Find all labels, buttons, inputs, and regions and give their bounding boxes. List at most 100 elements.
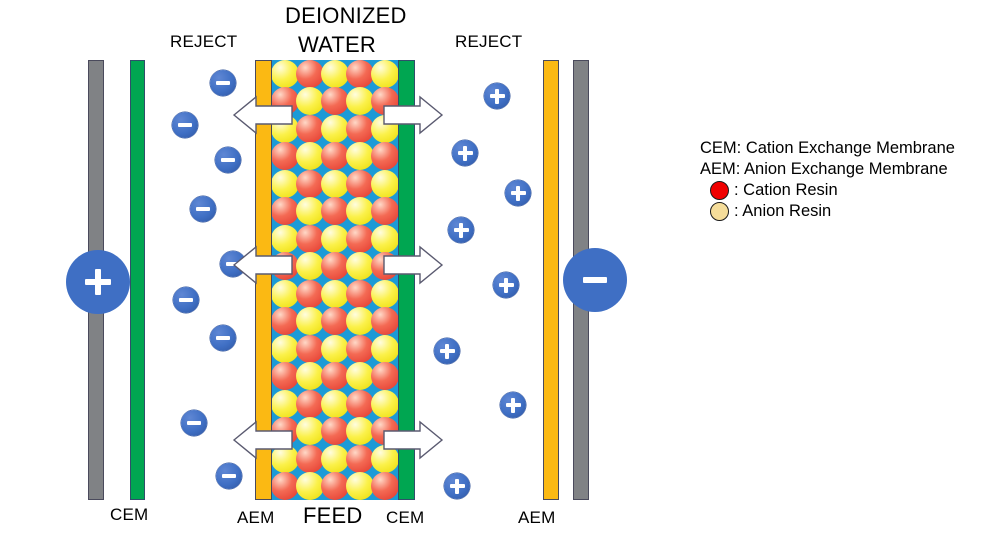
cation-resin-bead	[295, 444, 324, 473]
cation-resin-bead	[272, 307, 299, 336]
reject-out-left-bottom-arrow-icon	[232, 418, 294, 462]
cation-resin-bead	[295, 60, 324, 88]
anion-resin-bead	[346, 362, 375, 391]
cation-particle-icon	[434, 338, 460, 364]
anion-resin-bead	[346, 142, 375, 171]
anion-resin-bead	[272, 389, 299, 418]
cation-resin-bead	[321, 197, 349, 226]
legend-line-cem: CEM: Cation Exchange Membrane	[700, 138, 975, 159]
anion-particle-icon	[190, 196, 216, 222]
legend-line-cation-resin: : Cation Resin	[700, 180, 975, 201]
anion-resin-bead	[272, 224, 299, 253]
cation-resin-bead	[371, 362, 398, 391]
cation-resin-bead	[295, 169, 324, 198]
reject-label-left: REJECT	[170, 32, 238, 51]
cation-resin-bead	[295, 334, 324, 363]
legend-line-aem: AEM: Anion Exchange Membrane	[700, 159, 975, 180]
anion-resin-bead	[295, 417, 324, 446]
legend-anion-resin-text: : Anion Resin	[734, 202, 832, 220]
anion-resin-bead	[295, 472, 324, 500]
aem-label-right: AEM	[518, 508, 556, 527]
cation-resin-bead	[295, 279, 324, 308]
anion-resin-bead	[346, 252, 375, 281]
cation-resin-bead	[371, 197, 398, 226]
anion-resin-bead	[371, 224, 398, 253]
legend-cation-resin-text: : Cation Resin	[734, 181, 838, 199]
anion-resin-bead	[272, 60, 299, 88]
cation-resin-bead	[321, 472, 349, 500]
anion-resin-bead	[371, 334, 398, 363]
aem-label-left: AEM	[237, 508, 275, 527]
anion-resin-bead	[295, 87, 324, 116]
cation-resin-bead	[321, 252, 349, 281]
deionized-out-right-mid-arrow-icon	[382, 243, 444, 287]
cem-label-left: CEM	[110, 505, 149, 524]
anion-particle-icon	[173, 287, 199, 313]
cation-particle-icon	[484, 83, 510, 109]
cation-resin-bead	[346, 444, 375, 473]
cation-resin-bead	[346, 279, 375, 308]
anion-resin-bead	[321, 334, 349, 363]
cation-resin-bead	[321, 142, 349, 171]
feed-label: FEED	[303, 503, 363, 528]
cation-resin-bead	[346, 334, 375, 363]
deionized-water-label-line2: WATER	[298, 32, 376, 57]
cation-resin-bead	[272, 197, 299, 226]
anion-resin-bead	[321, 169, 349, 198]
cation-resin-bead	[295, 114, 324, 143]
cation-resin-bead	[272, 362, 299, 391]
anion-resin-bead	[272, 334, 299, 363]
anion-resin-bead	[295, 362, 324, 391]
cation-resin-bead	[371, 472, 398, 500]
anion-resin-bead	[321, 60, 349, 88]
anode-electrode	[66, 250, 130, 314]
anion-resin-bead	[346, 87, 375, 116]
membrane-aem-right	[543, 60, 559, 500]
anion-resin-bead	[371, 389, 398, 418]
cation-resin-bead	[272, 142, 299, 171]
cation-particle-icon	[493, 272, 519, 298]
anion-resin-swatch-icon	[710, 202, 729, 221]
reject-label-right: REJECT	[455, 32, 523, 51]
anion-resin-bead	[321, 224, 349, 253]
cation-resin-bead	[371, 307, 398, 336]
cem-label-right: CEM	[386, 508, 425, 527]
anion-resin-bead	[346, 417, 375, 446]
anion-resin-bead	[272, 169, 299, 198]
anion-particle-icon	[216, 463, 242, 489]
cation-resin-bead	[321, 87, 349, 116]
cation-particle-icon	[452, 140, 478, 166]
anion-particle-icon	[215, 147, 241, 173]
anion-resin-bead	[295, 252, 324, 281]
anion-resin-bead	[346, 197, 375, 226]
anion-resin-bead	[272, 279, 299, 308]
cation-resin-bead	[346, 114, 375, 143]
cation-resin-bead	[346, 389, 375, 418]
anion-resin-bead	[295, 142, 324, 171]
resin-bed-chamber	[272, 60, 398, 500]
cation-resin-bead	[295, 389, 324, 418]
anion-resin-bead	[295, 307, 324, 336]
anion-particle-icon	[210, 325, 236, 351]
anion-resin-bead	[321, 389, 349, 418]
anion-particle-icon	[181, 410, 207, 436]
cation-resin-bead	[295, 224, 324, 253]
anion-resin-bead	[346, 472, 375, 500]
anion-resin-bead	[321, 114, 349, 143]
anion-particle-icon	[172, 112, 198, 138]
reject-out-left-top-arrow-icon	[232, 93, 294, 137]
membrane-cem-left	[130, 60, 145, 500]
cation-resin-bead	[321, 362, 349, 391]
cation-resin-bead	[321, 307, 349, 336]
anion-resin-bead	[321, 279, 349, 308]
cation-resin-bead	[346, 224, 375, 253]
legend-aem-text: AEM: Anion Exchange Membrane	[700, 160, 948, 178]
anion-resin-bead	[371, 60, 398, 88]
legend-cem-text: CEM: Cation Exchange Membrane	[700, 139, 955, 157]
cation-particle-icon	[505, 180, 531, 206]
legend-line-anion-resin: : Anion Resin	[700, 201, 975, 222]
cation-resin-bead	[321, 417, 349, 446]
cation-resin-bead	[346, 60, 375, 88]
cation-particle-icon	[448, 217, 474, 243]
